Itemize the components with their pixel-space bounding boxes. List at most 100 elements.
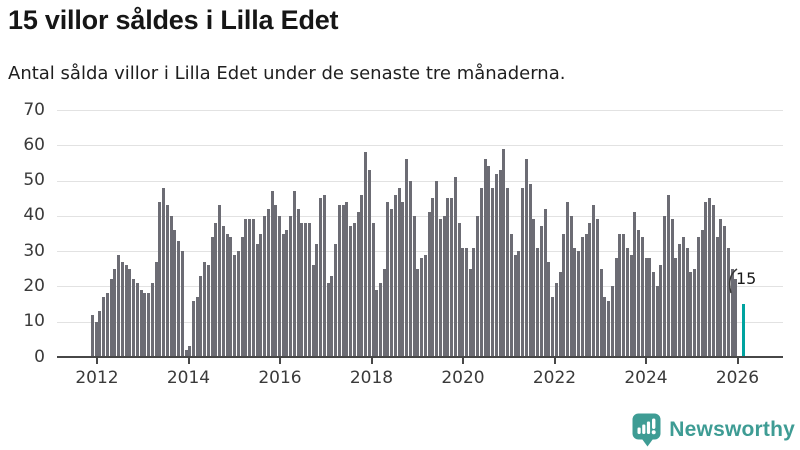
bar	[307, 222, 311, 357]
bar	[206, 265, 210, 357]
bar	[577, 251, 581, 357]
bar	[693, 268, 697, 357]
highlight-value-label: 15	[736, 269, 757, 288]
x-axis-tick	[553, 358, 556, 364]
bar	[334, 244, 338, 357]
bar	[285, 229, 289, 357]
bar	[472, 247, 476, 357]
bar	[442, 215, 446, 357]
bar	[236, 251, 240, 357]
bar	[457, 222, 461, 357]
bar	[109, 279, 113, 357]
bar	[704, 201, 708, 357]
gridline	[57, 180, 783, 182]
highlight-bar	[741, 304, 745, 357]
bar	[233, 254, 237, 357]
bar	[345, 201, 349, 357]
bar	[498, 169, 502, 357]
bar	[132, 279, 136, 357]
bar	[401, 201, 405, 357]
bar	[521, 187, 525, 357]
bar	[281, 233, 285, 357]
bar	[162, 187, 166, 357]
bar	[143, 293, 147, 357]
bar	[573, 247, 577, 357]
bar	[274, 205, 278, 357]
gridline	[57, 251, 783, 253]
bar	[105, 293, 109, 357]
bar	[98, 311, 102, 357]
bar	[670, 219, 674, 357]
bar	[386, 201, 390, 357]
gridline	[57, 321, 783, 323]
newsworthy-wordmark: Newsworthy	[669, 418, 795, 441]
bar	[633, 212, 637, 357]
bar	[554, 282, 558, 357]
bar	[248, 219, 252, 357]
x-axis-label: 2022	[532, 368, 577, 388]
x-axis-label: 2016	[258, 368, 302, 388]
bar	[629, 254, 633, 357]
bar	[124, 265, 128, 357]
bar	[259, 233, 263, 357]
x-axis-tick	[645, 358, 647, 364]
newsworthy-logo[interactable]: Newsworthy	[632, 413, 795, 447]
bar	[674, 258, 678, 357]
bar	[195, 297, 199, 357]
bar	[266, 208, 270, 357]
bar	[263, 215, 267, 357]
bar	[326, 282, 330, 357]
bar	[304, 222, 308, 357]
bar	[382, 268, 386, 357]
bar	[479, 187, 483, 357]
bar	[640, 237, 644, 357]
bar	[487, 166, 491, 357]
bar	[558, 272, 562, 357]
bar	[191, 300, 195, 357]
bar	[117, 254, 121, 357]
bar	[584, 233, 588, 357]
bar	[607, 300, 611, 357]
bar	[700, 229, 704, 357]
bar	[659, 265, 663, 357]
bar	[214, 222, 218, 357]
bar	[565, 201, 569, 357]
bar	[468, 268, 472, 357]
bar	[120, 261, 124, 357]
x-axis-tick	[736, 358, 739, 364]
bar	[431, 198, 435, 357]
bar	[539, 226, 543, 357]
bar	[588, 222, 592, 357]
x-axis-label: 2026	[715, 368, 760, 388]
bar	[483, 159, 487, 357]
bar	[188, 346, 192, 357]
bar	[592, 205, 596, 357]
y-axis-label: 70	[23, 99, 45, 120]
bar	[513, 254, 517, 357]
bar	[367, 169, 371, 357]
bar	[543, 208, 547, 357]
x-axis-label: 2018	[349, 368, 394, 388]
bar	[221, 226, 225, 357]
bar	[203, 261, 207, 357]
bar	[491, 187, 495, 357]
bar	[416, 268, 420, 357]
bar	[427, 212, 431, 357]
bar	[644, 258, 648, 357]
bar	[719, 219, 723, 357]
bar	[551, 297, 555, 357]
bar	[648, 258, 652, 357]
gridline	[57, 145, 783, 147]
x-axis-tick	[462, 358, 464, 364]
bar	[614, 258, 618, 357]
bar	[678, 244, 682, 357]
newsworthy-bubble-chart-icon	[632, 413, 661, 447]
x-axis-label: 2024	[624, 368, 668, 388]
bar	[708, 198, 712, 357]
bar	[375, 289, 379, 357]
bar	[438, 219, 442, 357]
bar	[506, 187, 510, 357]
bar	[599, 268, 603, 357]
bar	[102, 297, 106, 357]
